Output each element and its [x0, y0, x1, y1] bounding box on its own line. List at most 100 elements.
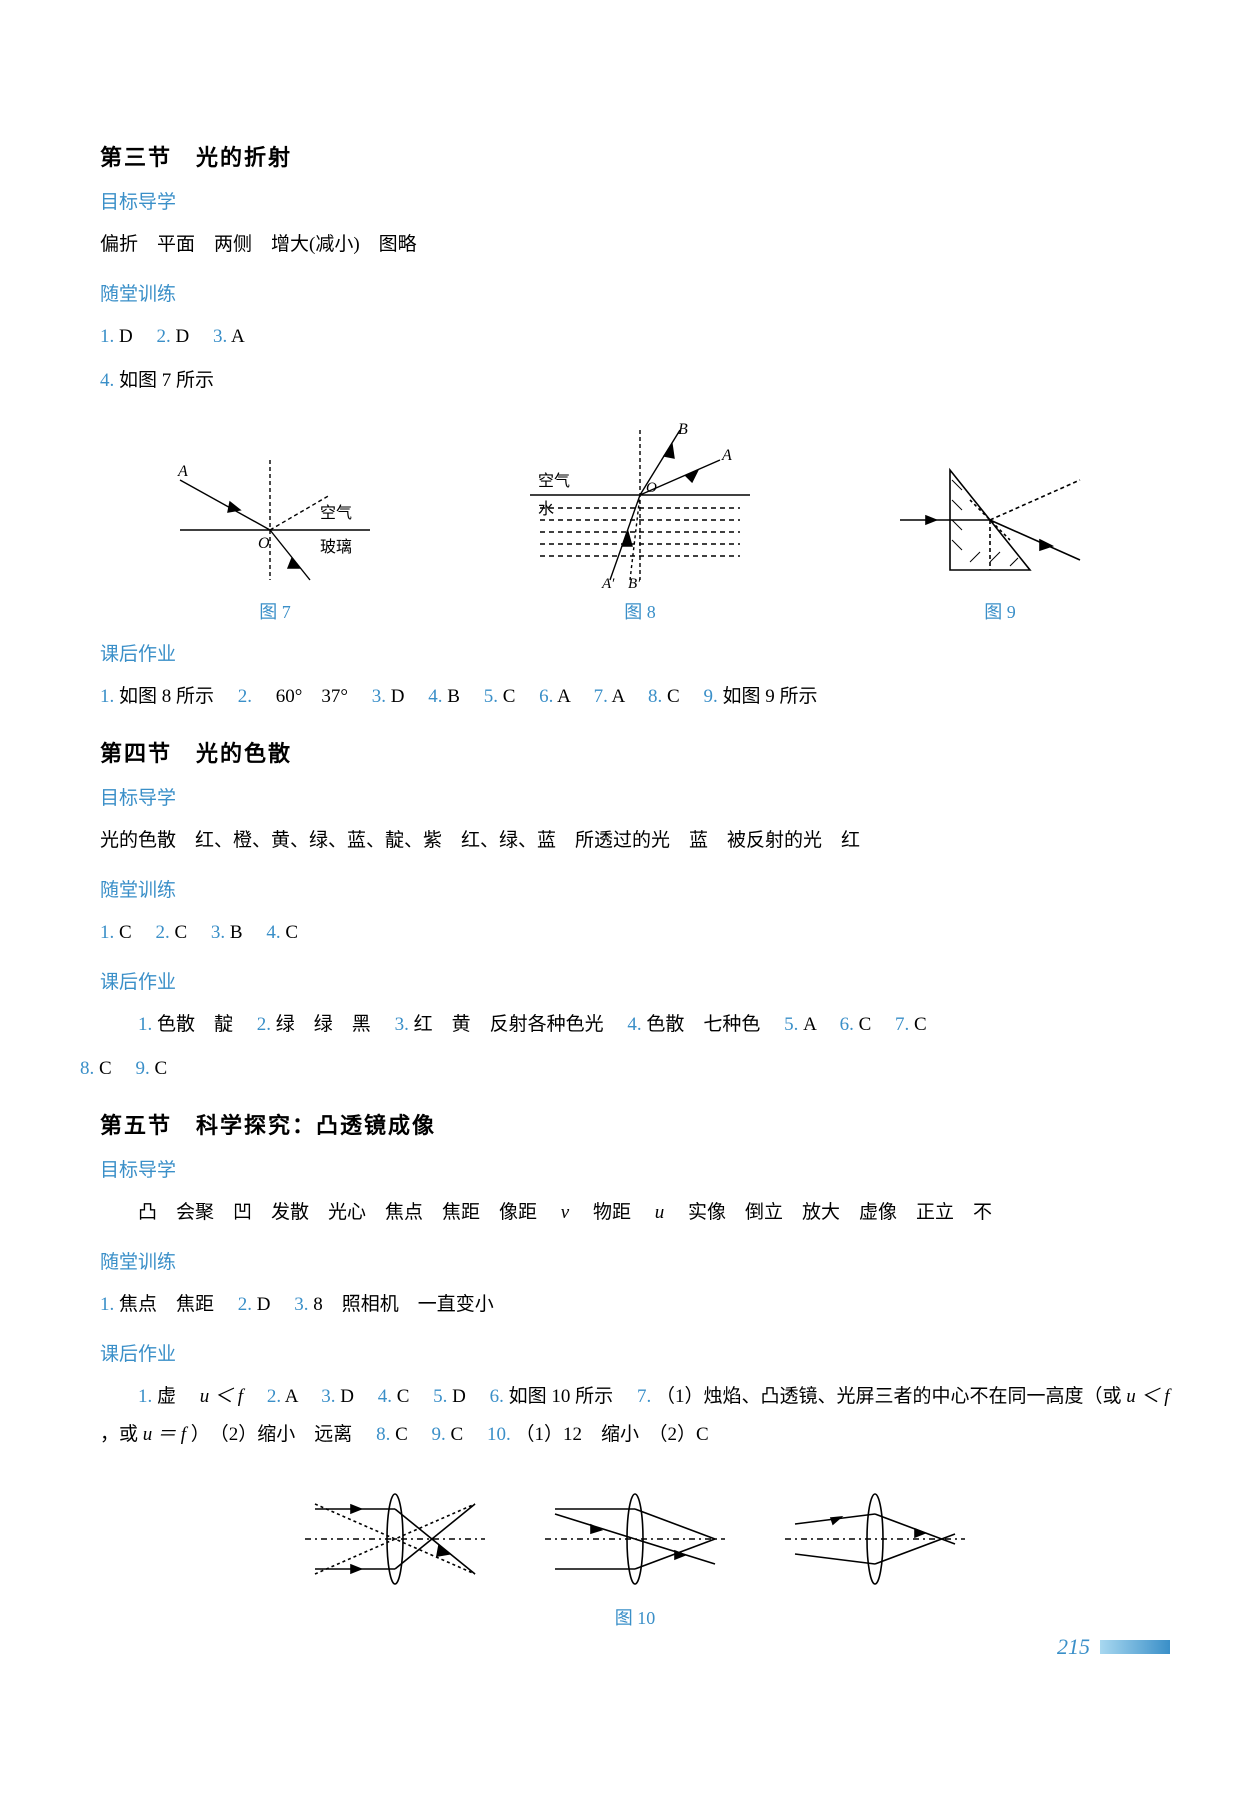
- q-num: 2.: [257, 1014, 271, 1035]
- section4-suitang-label: 随堂训练: [100, 875, 1170, 902]
- ans: C: [397, 1386, 410, 1407]
- rel: u ＜ f: [200, 1386, 243, 1407]
- section4-kehou-label: 课后作业: [100, 967, 1170, 994]
- q-num: 3.: [213, 326, 227, 347]
- ans: 焦点 焦距: [119, 1294, 214, 1315]
- fig7-caption: 图 7: [160, 598, 390, 624]
- q-num: 4.: [428, 686, 442, 707]
- ans: （1）烛焰、凸透镜、光屏三者的中心不在同一高度（或: [656, 1386, 1126, 1407]
- q-num: 2.: [238, 1294, 252, 1315]
- section5-suitang-label: 随堂训练: [100, 1247, 1170, 1274]
- q-num: 8.: [80, 1058, 94, 1079]
- ans: 如图 7 所示: [119, 370, 214, 391]
- figures-row-2: [100, 1484, 1170, 1594]
- fig10-lens-3: [775, 1484, 975, 1594]
- q-num: 6.: [840, 1014, 854, 1035]
- q-num: 1.: [138, 1014, 152, 1035]
- figure-7-svg: A O 空气 玻璃: [160, 440, 390, 590]
- ans: ） （2）缩小 远离: [191, 1424, 353, 1445]
- q-num: 5.: [433, 1386, 447, 1407]
- q-num: 5.: [484, 686, 498, 707]
- text: 凸 会聚 凹 发散 光心 焦点 焦距 像距: [138, 1202, 556, 1223]
- fig7-air: 空气: [320, 504, 352, 522]
- ans: A: [231, 326, 245, 347]
- ans: C: [395, 1424, 408, 1445]
- fig8-B: B: [678, 421, 688, 438]
- ans: 如图 10 所示: [509, 1386, 614, 1407]
- fig10-lens-2: [535, 1484, 735, 1594]
- ans: C: [451, 1424, 464, 1445]
- section4-mubiao-label: 目标导学: [100, 783, 1170, 810]
- ans: D: [119, 326, 133, 347]
- q-num: 1.: [100, 1294, 114, 1315]
- fig7-A: A: [177, 463, 188, 480]
- fig8-water: 水: [538, 500, 554, 518]
- ans: C: [285, 922, 298, 943]
- figure-9: 图 9: [890, 450, 1110, 624]
- fig10-lens-1: [295, 1484, 495, 1594]
- ans: 红 黄 反射各种色光: [414, 1014, 604, 1035]
- q-num: 2.: [155, 922, 169, 943]
- q-num: 3.: [395, 1014, 409, 1035]
- text: 物距: [574, 1202, 650, 1223]
- section5-kehou-label: 课后作业: [100, 1339, 1170, 1366]
- page-number: 215: [1057, 1634, 1090, 1660]
- q-num: 9.: [703, 686, 717, 707]
- q-num: 3.: [372, 686, 386, 707]
- section4-suitang-row: 1. C 2. C 3. B 4. C: [100, 914, 1170, 952]
- q-num: 1.: [100, 922, 114, 943]
- q-num: 8.: [648, 686, 662, 707]
- section3-mubiao-label: 目标导学: [100, 187, 1170, 214]
- ans: 8 照相机 一直变小: [313, 1294, 494, 1315]
- q-num: 3.: [211, 922, 225, 943]
- section3-kehou-label: 课后作业: [100, 639, 1170, 666]
- fig8-Ap: A′: [601, 576, 615, 590]
- ans: 如图 8 所示: [119, 686, 214, 707]
- ans: 绿 绿 黑: [276, 1014, 371, 1035]
- ans: A: [803, 1014, 816, 1035]
- ans: C: [503, 686, 516, 707]
- ans: 色散 七种色: [646, 1014, 760, 1035]
- ans: B: [447, 686, 460, 707]
- section3-suitang-row1: 1. D 2. D 3. A: [100, 318, 1170, 356]
- q-num: 9.: [135, 1058, 149, 1079]
- ans: B: [230, 922, 243, 943]
- ans: C: [99, 1058, 112, 1079]
- ans: A: [612, 686, 625, 707]
- ans: ，或: [100, 1424, 143, 1445]
- figure-8: B A O 空气 水 A′ B′ 图 8: [510, 420, 770, 624]
- q-num: 3.: [294, 1294, 308, 1315]
- fig10-caption: 图 10: [100, 1604, 1170, 1630]
- section5-kehou-row1: 1. 虚 u ＜ f 2. A 3. D 4. C 5. D 6. 如图 10 …: [100, 1378, 1170, 1454]
- section3-suitang-row2: 4. 如图 7 所示: [100, 362, 1170, 400]
- rel: u ＝ f: [143, 1424, 186, 1445]
- ans: D: [340, 1386, 354, 1407]
- section4-title: 第四节 光的色散: [100, 736, 1170, 768]
- figure-7: A O 空气 玻璃 图 7: [160, 440, 390, 624]
- q-num: 8.: [376, 1424, 390, 1445]
- fig8-air: 空气: [538, 472, 570, 490]
- ans: C: [119, 922, 132, 943]
- ans: 60° 37°: [276, 686, 348, 707]
- var-u: u: [655, 1202, 665, 1223]
- section5-mubiao-label: 目标导学: [100, 1155, 1170, 1182]
- q-num: 1.: [100, 686, 114, 707]
- rel: u ＜ f: [1126, 1386, 1169, 1407]
- section3-mubiao-text: 偏折 平面 两侧 增大(减小) 图略: [100, 226, 1170, 264]
- q-num: 4.: [378, 1386, 392, 1407]
- fig8-caption: 图 8: [510, 598, 770, 624]
- q-num: 4.: [266, 922, 280, 943]
- q-num: 7.: [637, 1386, 651, 1407]
- fig8-A: A: [721, 447, 732, 464]
- section3-title: 第三节 光的折射: [100, 140, 1170, 172]
- q-num: 3.: [321, 1386, 335, 1407]
- ans: C: [667, 686, 680, 707]
- section3-suitang-label: 随堂训练: [100, 279, 1170, 306]
- ans: D: [452, 1386, 466, 1407]
- section5-suitang-row: 1. 焦点 焦距 2. D 3. 8 照相机 一直变小: [100, 1286, 1170, 1324]
- q-num: 4.: [100, 370, 114, 391]
- figure-8-svg: B A O 空气 水 A′ B′: [510, 420, 770, 590]
- fig7-O: O: [258, 535, 270, 552]
- q-num: 10.: [487, 1424, 511, 1445]
- ans: D: [391, 686, 405, 707]
